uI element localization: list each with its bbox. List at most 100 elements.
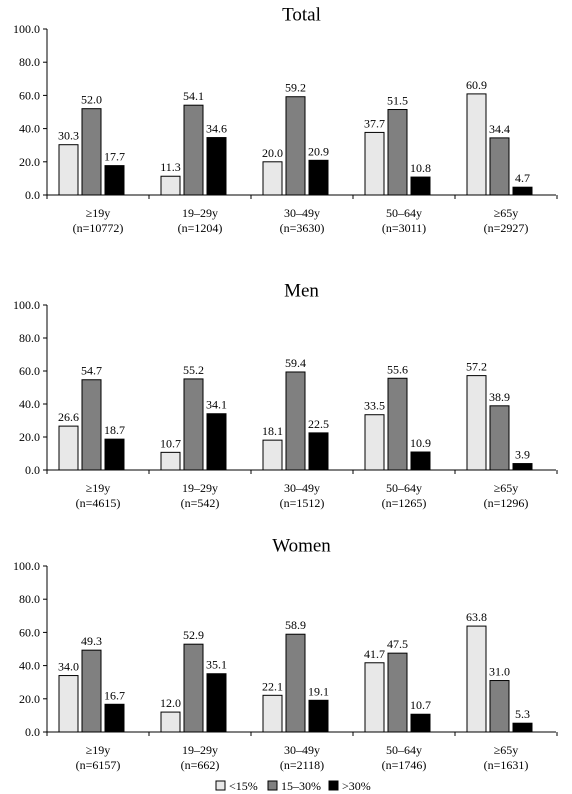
bar <box>104 438 125 471</box>
bar <box>183 643 204 733</box>
x-tick-label: ≥65y <box>494 481 519 495</box>
legend-swatch <box>215 780 226 791</box>
bar <box>489 405 510 471</box>
bar <box>58 425 79 471</box>
data-label: 20.9 <box>308 144 329 158</box>
bar <box>81 108 102 196</box>
x-tick-label: 30–49y <box>284 481 320 495</box>
data-label: 55.6 <box>387 362 408 376</box>
y-tick-label: 0.0 <box>25 188 40 202</box>
x-tick-label: 19–29y <box>182 206 218 220</box>
chart-title: Total <box>282 5 321 26</box>
bar <box>308 432 329 471</box>
x-tick-label: 50–64y <box>386 206 422 220</box>
data-label: 18.7 <box>104 423 125 437</box>
data-label: 35.1 <box>206 658 227 672</box>
data-label: 5.3 <box>515 707 530 721</box>
legend-swatch <box>328 780 339 791</box>
chart-panel-men: Men 0.0 20.0 40.0 60.0 80.0 100.0 26.6 10.7 18.1 3… <box>13 281 558 510</box>
data-label: 31.0 <box>489 665 510 679</box>
x-tick-label: (n=3630) <box>280 221 325 235</box>
y-tick-label: 20.0 <box>19 430 40 444</box>
bar <box>466 375 487 471</box>
bar <box>512 722 533 733</box>
x-tick-label: ≥19y <box>86 481 111 495</box>
bar <box>308 159 329 196</box>
data-label: 34.4 <box>489 122 510 136</box>
bar <box>104 703 125 733</box>
data-label: 52.9 <box>183 628 204 642</box>
bar <box>512 463 533 471</box>
bar <box>160 175 181 196</box>
data-label: 59.4 <box>285 356 306 370</box>
data-label: 33.5 <box>364 399 385 413</box>
y-tick-label: 60.0 <box>19 625 40 639</box>
bar <box>285 96 306 196</box>
y-tick-label: 40.0 <box>19 659 40 673</box>
data-label: 26.6 <box>58 410 79 424</box>
x-tick-label: ≥19y <box>86 743 111 757</box>
bar <box>364 662 385 733</box>
x-tick-label: (n=6157) <box>76 758 121 772</box>
data-label: 22.1 <box>262 679 283 693</box>
bar <box>466 625 487 733</box>
data-label: 55.2 <box>183 363 204 377</box>
bar <box>489 137 510 196</box>
data-label: 60.9 <box>466 78 487 92</box>
y-tick-label: 80.0 <box>19 592 40 606</box>
data-label: 16.7 <box>104 688 125 702</box>
bar <box>206 673 227 733</box>
x-tick-label: (n=10772) <box>73 221 124 235</box>
bar <box>160 711 181 733</box>
data-label: 12.0 <box>160 696 181 710</box>
chart-panel-total: Total 0.0 20.0 40.0 60.0 80.0 100.0 30.3 11.3 20.… <box>13 5 558 235</box>
x-tick-label: (n=662) <box>181 758 220 772</box>
bar <box>183 378 204 471</box>
x-tick-label: (n=1265) <box>382 496 427 510</box>
legend-label: <15% <box>229 779 258 793</box>
data-label: 10.7 <box>160 436 181 450</box>
x-tick-label: 50–64y <box>386 481 422 495</box>
y-tick-label: 40.0 <box>19 397 40 411</box>
data-label: 38.9 <box>489 390 510 404</box>
chart-panel-women: Women 0.0 20.0 40.0 60.0 80.0 100.0 34.0 12.0 22.… <box>13 536 558 772</box>
bar <box>81 649 102 733</box>
y-tick-label: 0.0 <box>25 463 40 477</box>
data-label: 59.2 <box>285 81 306 95</box>
bar <box>387 109 408 196</box>
y-tick-label: 80.0 <box>19 331 40 345</box>
x-tick-label: (n=1204) <box>178 221 223 235</box>
y-tick-label: 100.0 <box>13 559 40 573</box>
x-tick-label: (n=4615) <box>76 496 121 510</box>
data-label: 51.5 <box>387 94 408 108</box>
x-tick-label: (n=1296) <box>484 496 529 510</box>
chart-title: Women <box>272 536 331 557</box>
bar <box>364 131 385 196</box>
data-label: 57.2 <box>466 360 487 374</box>
x-tick-label: 19–29y <box>182 481 218 495</box>
bar <box>262 161 283 196</box>
bar <box>206 137 227 196</box>
legend: <15% 15–30% >30% <box>215 779 371 793</box>
y-tick-label: 40.0 <box>19 122 40 136</box>
bar <box>410 176 431 196</box>
data-label: 20.0 <box>262 146 283 160</box>
bar <box>364 414 385 471</box>
data-label: 10.7 <box>410 698 431 712</box>
data-label: 18.1 <box>262 424 283 438</box>
bar <box>262 439 283 471</box>
x-tick-label: 50–64y <box>386 743 422 757</box>
y-tick-label: 20.0 <box>19 692 40 706</box>
bar <box>183 104 204 196</box>
data-label: 3.9 <box>515 448 530 462</box>
data-label: 10.8 <box>410 161 431 175</box>
x-tick-label: (n=1631) <box>484 758 529 772</box>
data-label: 4.7 <box>515 171 530 185</box>
data-label: 22.5 <box>308 417 329 431</box>
bar <box>387 652 408 733</box>
bar <box>104 165 125 196</box>
data-label: 58.9 <box>285 618 306 632</box>
data-label: 63.8 <box>466 610 487 624</box>
data-label: 54.1 <box>183 89 204 103</box>
